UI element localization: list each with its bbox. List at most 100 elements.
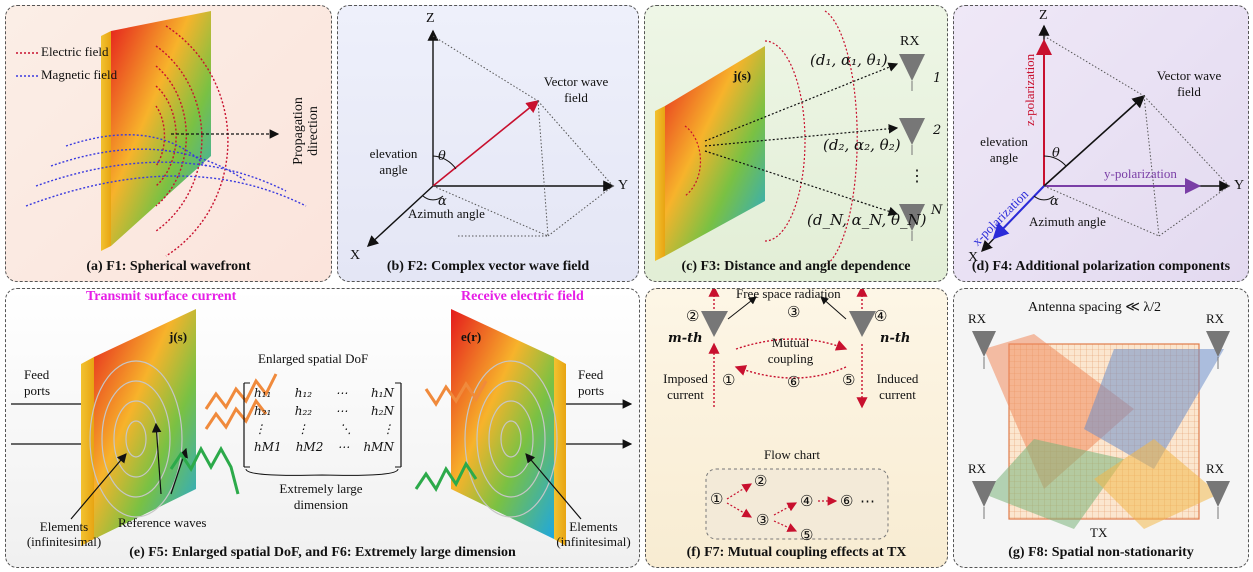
- rx1-index: 1: [933, 71, 942, 86]
- f8-diagram: [972, 331, 1230, 529]
- axis-y: Y: [618, 178, 629, 193]
- z-pol-label: z-polarization: [1022, 53, 1037, 126]
- f5-diagram: [11, 309, 633, 546]
- axis-x: X: [968, 250, 979, 265]
- num-5: ⑤: [842, 373, 856, 389]
- n-th-label: n-th: [880, 331, 911, 346]
- num-3: ③: [787, 305, 801, 321]
- theta-symbol: θ: [1052, 146, 1060, 161]
- f7-diagram: [701, 289, 889, 540]
- tx-label: TX: [1090, 525, 1108, 540]
- panel-f4: Z Y X z-polarization y-polarization x-po…: [953, 5, 1249, 282]
- caption-f1: (a) F1: Spherical wavefront: [86, 259, 251, 274]
- flow-1: ①: [710, 492, 724, 508]
- f1-diagram: [16, 11, 307, 257]
- rx-bl: RX: [968, 461, 987, 476]
- caption-f5: (e) F5: Enlarged spatial DoF, and F6: Ex…: [129, 545, 516, 560]
- large-dim-label: Extremely large dimension: [279, 481, 363, 512]
- rx2-params: (d₂, α₂, θ₂): [823, 136, 901, 154]
- x-axis: [366, 185, 434, 247]
- source-label: j(s): [169, 329, 188, 344]
- rxn-index: N: [931, 203, 943, 218]
- f3-diagram: [655, 10, 925, 267]
- dof-label: Enlarged spatial DoF: [258, 351, 369, 366]
- m-th-label: m-th: [668, 331, 703, 346]
- channel-matrix: h₁₁ h₁₂ ⋯ h₁N h₂₁ h₂₂ ⋯ h₂N ⋮ ⋮ ⋱ ⋮ hM1 hM2 ⋯ hMN: [254, 386, 394, 454]
- rx2-index: 2: [933, 123, 942, 138]
- alpha-symbol: α: [1050, 194, 1059, 209]
- axis-y: Y: [1234, 178, 1245, 193]
- elevation-label: elevation angle: [980, 134, 1028, 165]
- n-th-antenna: [849, 311, 876, 337]
- reference-waves-label: Reference waves: [118, 515, 207, 530]
- flow-2: ②: [754, 474, 768, 490]
- spacing-label: Antenna spacing ≪ λ/2: [1028, 300, 1162, 315]
- azimuth-label: Azimuth angle: [408, 206, 485, 221]
- num-1: ①: [722, 373, 736, 389]
- transmit-surface: [111, 11, 211, 246]
- legend-electric: Electric field: [41, 44, 109, 59]
- axis-z: Z: [426, 11, 435, 26]
- rx1-params: (d₁, α₁, θ₁): [810, 51, 888, 69]
- m-th-antenna: [701, 311, 728, 337]
- flow-5: ⑤: [800, 528, 814, 544]
- vector-label: Vector wave field: [1156, 68, 1222, 99]
- elements-right: Elements (infinitesimal): [556, 519, 631, 549]
- rx-br: RX: [1206, 461, 1225, 476]
- num-2: ②: [686, 309, 700, 325]
- panel-f3: j(s) RX (d₁, α₁, θ₁) (d₂, α₂, θ₂) (d_N, …: [644, 5, 948, 282]
- rxn-params: (d_N, α_N, θ_N): [807, 211, 927, 229]
- receive-label: Receive electric field: [461, 289, 584, 304]
- elevation-label: elevation angle: [369, 146, 418, 177]
- propagation-label: Propagation direction: [291, 97, 321, 165]
- transmit-label: Transmit surface current: [86, 289, 237, 304]
- vector-label: Vector wave field: [543, 74, 609, 105]
- induced-label: Induced current: [876, 371, 919, 402]
- flow-6: ⑥: [840, 494, 854, 510]
- alpha-symbol: α: [438, 194, 447, 209]
- flow-4: ④: [800, 494, 814, 510]
- flow-ellipsis: ⋯: [860, 494, 875, 510]
- caption-f3: (c) F3: Distance and angle dependence: [681, 259, 911, 274]
- num-4: ④: [874, 309, 888, 325]
- transmit-surface: [665, 46, 765, 256]
- legend-magnetic: Magnetic field: [41, 67, 118, 82]
- elements-left: Elements (infinitesimal): [26, 519, 102, 549]
- caption-f4: (d) F4: Additional polarization componen…: [971, 259, 1231, 274]
- electric-wavefronts: [155, 25, 229, 257]
- rx-antennas: [899, 54, 925, 241]
- theta-symbol: θ: [438, 149, 446, 164]
- caption-f8: (g) F8: Spatial non-stationarity: [1008, 545, 1194, 560]
- surface-edge: [101, 31, 111, 251]
- rx-tl: RX: [968, 311, 987, 326]
- rx-label: RX: [900, 34, 920, 49]
- panel-f1: Electric field Magnetic field Propagatio…: [5, 5, 332, 282]
- axis-z: Z: [1039, 8, 1048, 23]
- imposed-label: Imposed current: [663, 371, 708, 402]
- vector-wave-field: [432, 99, 540, 187]
- panel-f2: Z Y X Vector wave field elevation angle …: [337, 5, 639, 282]
- caption-f2: (b) F2: Complex vector wave field: [386, 259, 590, 274]
- source-label: j(s): [733, 68, 752, 83]
- flow-3: ③: [756, 513, 770, 529]
- azimuth-label: Azimuth angle: [1029, 214, 1106, 229]
- f4-diagram: [981, 24, 1231, 253]
- y-pol-label: y-polarization: [1104, 166, 1177, 181]
- x-pol-arrow: [992, 185, 1045, 240]
- magnetic-wavefronts: [25, 134, 307, 207]
- rx-tr: RX: [1206, 311, 1225, 326]
- panel-f8: Antenna spacing ≪ λ/2 RX RX RX RX TX (g)…: [953, 288, 1249, 568]
- field-label: e(r): [461, 329, 482, 344]
- mutual-coupling-label: Mutual coupling: [767, 335, 814, 366]
- rx-dots: ⋮: [909, 168, 925, 185]
- flow-chart-title: Flow chart: [764, 447, 820, 462]
- panel-f5: Transmit surface current Receive electri…: [5, 288, 640, 568]
- free-space-label: Free space radiation: [736, 288, 841, 301]
- num-6: ⑥: [787, 375, 801, 391]
- f2-diagram: [366, 29, 615, 247]
- caption-f7: (f) F7: Mutual coupling effects at TX: [686, 545, 907, 560]
- feed-ports-left: Feed ports: [24, 367, 50, 398]
- axis-x: X: [350, 248, 361, 263]
- panel-f7: Free space radiation ② ③ ④ m-th n-th Mut…: [645, 288, 948, 568]
- feed-ports-right: Feed ports: [578, 367, 604, 398]
